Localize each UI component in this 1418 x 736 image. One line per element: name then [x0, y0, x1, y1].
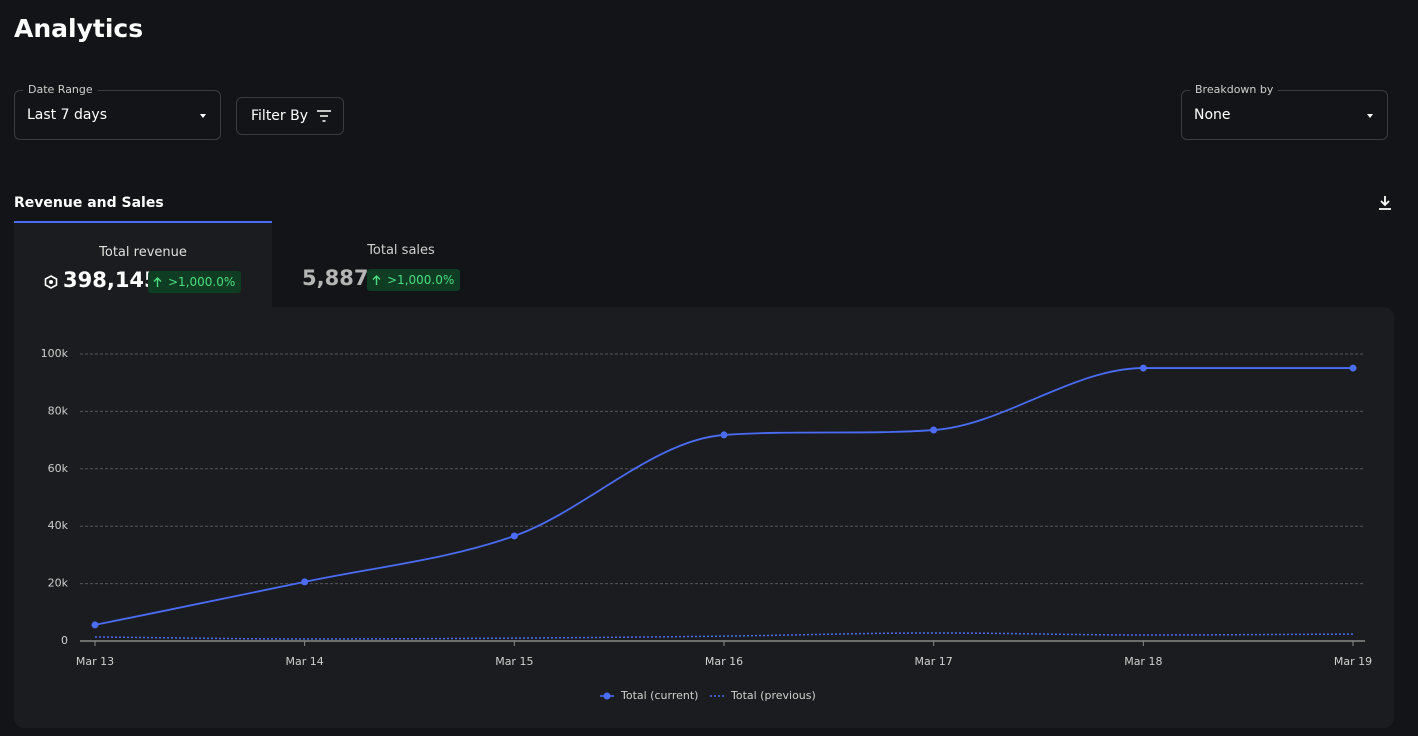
- data-point: [930, 426, 938, 434]
- tab-label: Total revenue: [99, 245, 187, 260]
- up-arrow-icon: [153, 277, 162, 287]
- x-tick-label: Mar 17: [915, 655, 953, 668]
- data-point: [91, 621, 99, 629]
- x-tick-label: Mar 14: [286, 655, 324, 668]
- tab[interactable]: Total revenue 398,145 >1,000.0%: [14, 221, 272, 307]
- change-badge: >1,000.0%: [148, 271, 242, 293]
- change-text: >1,000.0%: [387, 273, 455, 287]
- y-tick-label: 0: [61, 634, 68, 647]
- field-value: Last 7 days: [27, 107, 108, 123]
- legend-label: Total (current): [620, 689, 698, 702]
- data-point: [1349, 364, 1357, 372]
- y-tick-label: 60k: [48, 462, 69, 475]
- tab-value: 398,145: [63, 268, 159, 292]
- data-point: [1139, 364, 1147, 372]
- section-title: Revenue and Sales: [14, 195, 164, 211]
- x-tick-label: Mar 19: [1334, 655, 1372, 668]
- x-tick-label: Mar 16: [705, 655, 743, 668]
- legend-label: Total (previous): [730, 689, 816, 702]
- x-tick-label: Mar 15: [495, 655, 533, 668]
- x-tick-label: Mar 18: [1124, 655, 1162, 668]
- caret-icon: [200, 114, 206, 118]
- filter-button[interactable]: Filter By: [236, 97, 344, 135]
- y-tick-label: 80k: [48, 404, 69, 417]
- coin-icon: [44, 275, 58, 289]
- chart-card: 0 20k 40k 60k 80k 100k Mar 13 Mar 14 Mar 15 Mar 1…: [14, 307, 1394, 728]
- data-point: [510, 532, 518, 540]
- date-range-select[interactable]: Date Range Last 7 days: [14, 83, 221, 140]
- page-title: Analytics: [14, 14, 144, 43]
- series-line: [94, 367, 1353, 626]
- series-line: [94, 632, 1354, 640]
- tab-label: Total sales: [367, 243, 435, 258]
- change-text: >1,000.0%: [168, 275, 236, 289]
- field-label: Date Range: [23, 83, 98, 96]
- tab-value: 5,887: [302, 266, 369, 290]
- x-tick-label: Mar 13: [76, 655, 114, 668]
- breakdown-select[interactable]: Breakdown by None: [1181, 83, 1388, 140]
- data-point: [301, 578, 309, 586]
- field-value: None: [1194, 107, 1231, 123]
- filter-icon: [317, 110, 331, 122]
- y-tick-label: 20k: [48, 577, 69, 590]
- field-label: Breakdown by: [1190, 83, 1279, 96]
- button-label: Filter By: [251, 108, 309, 124]
- tab[interactable]: Total sales 5,887 >1,000.0%: [272, 221, 530, 307]
- chart: 0 20k 40k 60k 80k 100k Mar 13 Mar 14 Mar 15 Mar 1…: [41, 347, 1373, 702]
- data-point: [720, 431, 728, 439]
- legend-marker: [603, 692, 611, 700]
- up-arrow-icon: [372, 275, 381, 285]
- download-icon[interactable]: [1378, 195, 1392, 211]
- y-tick-label: 100k: [41, 347, 69, 360]
- y-tick-label: 40k: [48, 519, 69, 532]
- caret-icon: [1367, 114, 1373, 118]
- change-badge: >1,000.0%: [367, 269, 461, 291]
